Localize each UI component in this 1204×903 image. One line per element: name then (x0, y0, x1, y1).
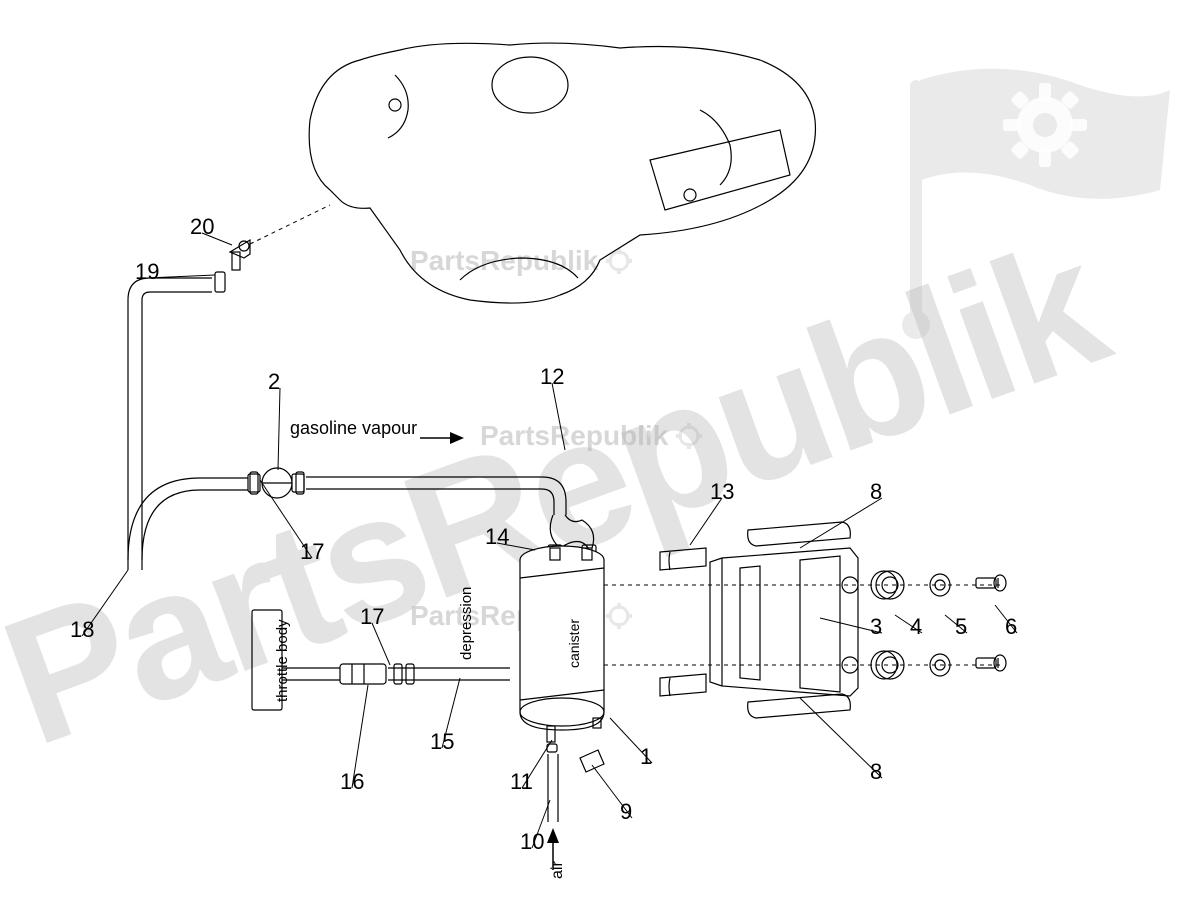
hose-10 (547, 744, 558, 822)
bolt-6-bottom (976, 655, 1006, 671)
hose-lower-left (128, 478, 248, 560)
callout-2: 2 (268, 369, 280, 395)
callout-9: 9 (620, 799, 632, 825)
callout-13: 13 (710, 479, 734, 505)
callout-15: 15 (430, 729, 454, 755)
callout-6: 6 (1005, 614, 1017, 640)
clip-17b (296, 472, 304, 494)
callout-18: 18 (70, 617, 94, 643)
callout-10: 10 (520, 829, 544, 855)
bolt-6-top (976, 575, 1006, 591)
callout-20: 20 (190, 214, 214, 240)
callout-11: 11 (510, 769, 533, 795)
callout-1: 1 (640, 744, 652, 770)
pad-8-bottom (748, 694, 851, 718)
callout-16: 16 (340, 769, 364, 795)
canister-part (520, 546, 604, 742)
air-label: air (549, 861, 567, 879)
callout-leader-lines (82, 233, 1017, 848)
callout-17: 17 (360, 604, 384, 630)
depression-label: depression (458, 587, 475, 660)
diagram-svg-layer (0, 0, 1204, 903)
callout-14: 14 (485, 524, 509, 550)
throttle-body-label: throttle body (274, 619, 291, 702)
clip-top (660, 548, 706, 570)
callout-8: 8 (870, 479, 882, 505)
callout-5: 5 (955, 614, 967, 640)
callout-4: 4 (910, 614, 922, 640)
clip-bottom (660, 674, 706, 696)
callout-3: 3 (870, 614, 882, 640)
callout-19: 19 (135, 259, 159, 285)
cap-9 (580, 750, 604, 772)
diagram-container: PartsRepublik (0, 0, 1204, 903)
callout-8: 8 (870, 759, 882, 785)
callout-12: 12 (540, 364, 564, 390)
hose-15 (282, 664, 510, 684)
fuel-tank-part (309, 43, 815, 303)
callout-17: 17 (300, 539, 324, 565)
canister-label: canister (566, 619, 582, 668)
gasoline-vapour-label: gasoline vapour (290, 418, 417, 439)
pad-8-top (748, 522, 851, 546)
clip-17a (250, 472, 258, 494)
hose-12 (306, 477, 594, 548)
hose-18 (128, 240, 250, 570)
gasoline-vapour-arrow (420, 432, 464, 444)
